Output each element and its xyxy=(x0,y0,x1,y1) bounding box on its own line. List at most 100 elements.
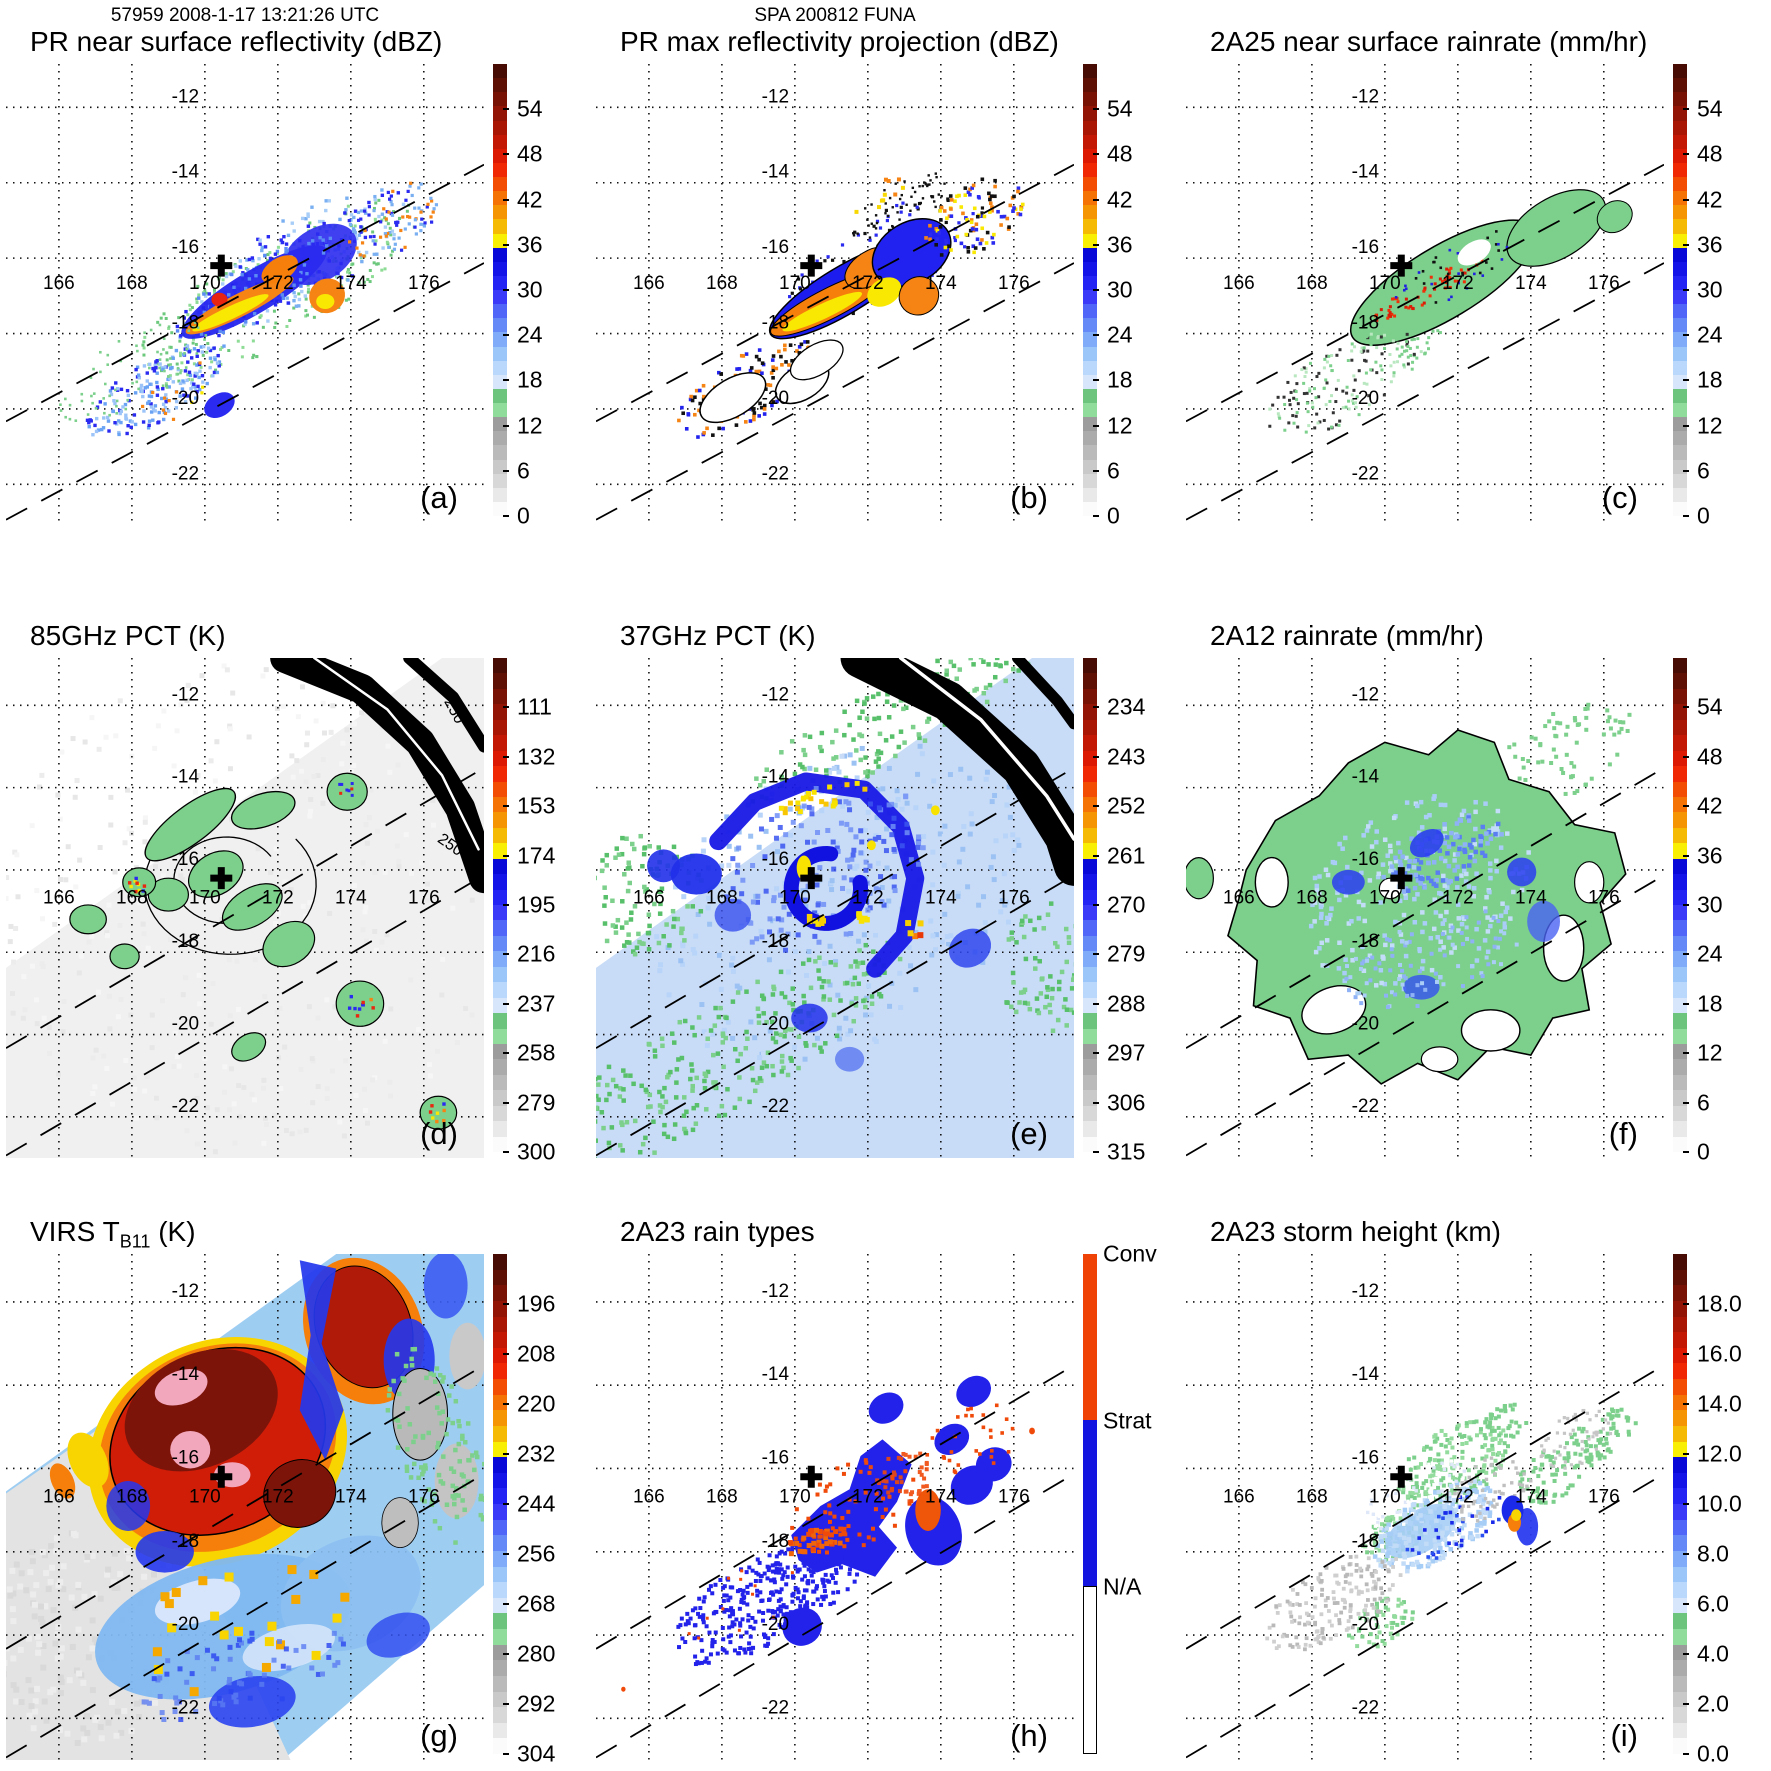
map-f: 166 168 170 172 174 176 -12 -14 -16 -18 -20 -22 (f) xyxy=(1186,658,1664,1158)
lat-label: -18 xyxy=(172,931,199,952)
lat-label: -22 xyxy=(1352,1697,1379,1718)
panel-letter-h: (h) xyxy=(1010,1718,1048,1753)
lat-label: -20 xyxy=(1352,388,1379,409)
lon-label: 172 xyxy=(1442,273,1474,294)
colorbar-tick: 30 xyxy=(1697,891,1723,918)
lat-label: -12 xyxy=(762,1281,789,1302)
colorbar-tick: 24 xyxy=(1107,321,1133,348)
colorbar-tick: 0.0 xyxy=(1697,1740,1729,1767)
colorbar-a: 54 48 42 36 30 24 18 12 6 0 xyxy=(493,64,578,529)
lon-label: 168 xyxy=(706,273,738,294)
colorbar-tick: 6 xyxy=(517,457,530,484)
lon-label: 176 xyxy=(998,273,1030,294)
colorbar-tick: 18 xyxy=(1107,366,1133,393)
lon-label: 174 xyxy=(1515,888,1547,909)
colorbar-tick: 111 xyxy=(517,693,552,720)
panel-letter-c: (c) xyxy=(1602,480,1638,515)
lat-label: -14 xyxy=(172,1364,200,1385)
lon-label: 168 xyxy=(1296,273,1328,294)
map-c: 166 168 170 172 174 176 -12 -14 -16 -18 -20 -22 (c) xyxy=(1186,64,1664,522)
panel-e-header xyxy=(596,594,1074,620)
lat-label: -14 xyxy=(172,767,200,788)
colorbar-tick: 24 xyxy=(1697,940,1723,967)
lat-label: -22 xyxy=(172,1096,199,1117)
lon-label: 176 xyxy=(408,273,440,294)
colorbar-g: 196 208 220 232 244 256 268 280 292 304 xyxy=(493,1254,578,1767)
colorbar-f-bar xyxy=(1673,658,1687,1152)
lat-label: -22 xyxy=(1352,1096,1379,1117)
lat-label: -22 xyxy=(1352,463,1379,484)
lat-label: -18 xyxy=(172,313,199,334)
map-h: 166 168 170 172 174 176 -12 -14 -16 -18 -20 -22 (h) xyxy=(596,1254,1074,1760)
rain-type-label: Conv xyxy=(1103,1240,1157,1267)
colorbar-tick: 243 xyxy=(1107,743,1146,770)
lat-label: -20 xyxy=(1352,1014,1379,1035)
colorbar-tick: 12 xyxy=(1697,412,1723,439)
colorbar-tick: 12.0 xyxy=(1697,1440,1742,1467)
colorbar-tick: 237 xyxy=(517,990,556,1017)
colorbar-tick: 54 xyxy=(1697,95,1723,122)
lat-label: -14 xyxy=(762,162,790,183)
panel-d: 85GHz PCT (K) 250 250 166 168 170 172 174 176 -12… xyxy=(0,594,590,1190)
lat-label: -12 xyxy=(1352,86,1379,107)
colorbar-tick: 12 xyxy=(1697,1039,1723,1066)
colorbar-tick: 6 xyxy=(1697,1089,1710,1116)
colorbar-tick: 36 xyxy=(1107,231,1133,258)
colorbar-tick: 48 xyxy=(1107,140,1133,167)
panel-letter-e: (e) xyxy=(1010,1116,1048,1151)
colorbar-i: 18.0 16.0 14.0 12.0 10.0 8.0 6.0 4.0 2.0 0.0 xyxy=(1673,1254,1758,1767)
lat-label: -16 xyxy=(172,1447,199,1468)
panel-letter-d: (d) xyxy=(420,1116,458,1151)
colorbar-e-bar xyxy=(1083,658,1097,1152)
colorbar-tick: 54 xyxy=(517,95,543,122)
lon-label: 166 xyxy=(43,1487,75,1508)
colorbar-tick: 30 xyxy=(517,276,543,303)
colorbar-tick: 54 xyxy=(1107,95,1133,122)
lon-label: 174 xyxy=(1515,273,1547,294)
colorbar-tick: 48 xyxy=(517,140,543,167)
storm-center-marker xyxy=(1390,1465,1413,1488)
lon-label: 174 xyxy=(925,1487,957,1508)
panel-i-title: 2A23 storm height (km) xyxy=(1210,1216,1501,1247)
panel-g: VIRS TB11 (K) 166 168 170 172 174 176 -12 -14 -16… xyxy=(0,1190,590,1771)
lon-label: 168 xyxy=(116,888,148,909)
colorbar-tick: 6 xyxy=(1697,457,1710,484)
panel-f: 2A12 rainrate (mm/hr) 166 168 170 172 174 176 -… xyxy=(1180,594,1771,1190)
panel-c-header xyxy=(1186,0,1664,26)
lat-label: -18 xyxy=(1352,1531,1379,1552)
colorbar-tick: 54 xyxy=(1697,693,1723,720)
panel-letter-b: (b) xyxy=(1010,480,1048,515)
lon-label: 172 xyxy=(1442,888,1474,909)
colorbar-tick: 288 xyxy=(1107,990,1146,1017)
lon-label: 176 xyxy=(1588,1487,1620,1508)
lat-label: -18 xyxy=(172,1531,199,1552)
lon-label: 168 xyxy=(706,888,738,909)
panel-g-header xyxy=(6,1190,484,1216)
colorbar-tick: 244 xyxy=(517,1490,556,1517)
lon-label: 172 xyxy=(852,888,884,909)
lon-label: 170 xyxy=(189,273,221,294)
lat-label: -16 xyxy=(762,237,789,258)
lon-label: 168 xyxy=(116,1487,148,1508)
colorbar-tick: 18 xyxy=(1697,990,1723,1017)
colorbar-tick: 2.0 xyxy=(1697,1690,1729,1717)
lat-label: -22 xyxy=(172,463,199,484)
lon-label: 174 xyxy=(335,1487,367,1508)
lat-label: -16 xyxy=(1352,849,1379,870)
colorbar-tick: 232 xyxy=(517,1440,556,1467)
lat-label: -20 xyxy=(762,1614,789,1635)
panel-b-header: SPA 200812 FUNA xyxy=(754,5,916,26)
colorbar-c: 54 48 42 36 30 24 18 12 6 0 xyxy=(1673,64,1758,529)
colorbar-tick: 252 xyxy=(1107,792,1146,819)
lon-label: 174 xyxy=(925,273,957,294)
colorbar-tick: 36 xyxy=(1697,842,1723,869)
rain-type-seg-conv xyxy=(1083,1254,1097,1420)
colorbar-h-bar xyxy=(1083,1254,1097,1754)
lat-label: -14 xyxy=(1352,767,1380,788)
panel-b-title: PR max reflectivity projection (dBZ) xyxy=(620,26,1059,57)
lat-label: -12 xyxy=(762,86,789,107)
storm-center-marker xyxy=(1390,254,1413,277)
lon-label: 176 xyxy=(408,1487,440,1508)
lon-label: 170 xyxy=(189,888,221,909)
panel-letter-a: (a) xyxy=(420,480,458,515)
